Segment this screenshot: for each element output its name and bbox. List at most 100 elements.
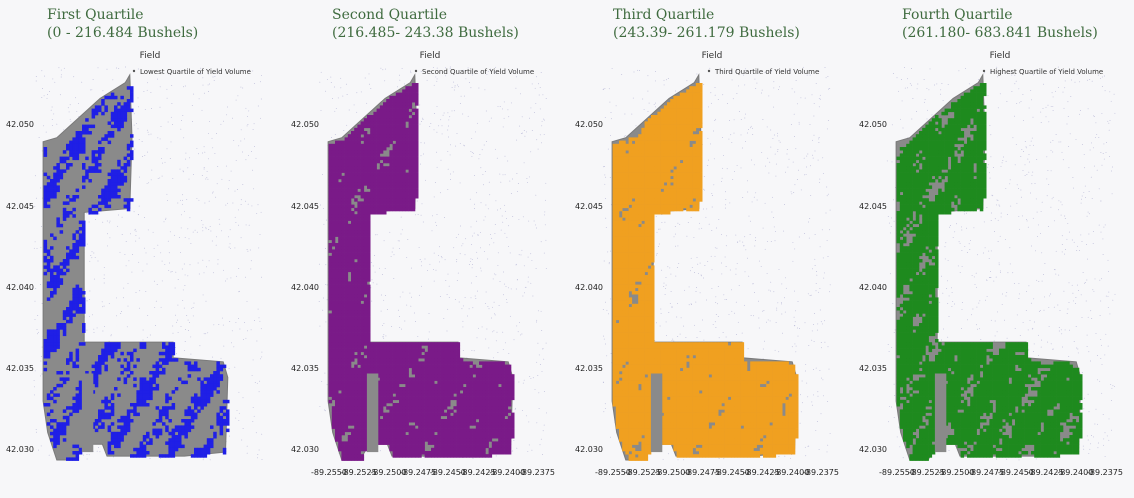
yield-point	[130, 403, 134, 407]
yield-point	[354, 207, 358, 212]
background-point	[144, 247, 145, 249]
yield-point	[98, 415, 102, 420]
yield-point	[472, 380, 477, 385]
yield-point	[386, 342, 390, 346]
background-point	[502, 174, 504, 176]
yield-point	[59, 172, 64, 177]
yield-point	[447, 377, 451, 381]
yield-point	[495, 367, 499, 372]
yield-point	[354, 303, 358, 308]
yield-point	[389, 166, 393, 170]
yield-point	[130, 150, 134, 154]
yield-point	[408, 377, 413, 381]
yield-point	[427, 374, 432, 378]
yield-point	[341, 332, 345, 337]
background-point	[399, 327, 401, 329]
yield-point	[386, 134, 390, 138]
background-point	[432, 215, 433, 217]
yield-point	[367, 265, 371, 269]
yield-point	[66, 422, 70, 426]
yield-point	[367, 198, 371, 202]
yield-point	[75, 348, 80, 353]
yield-point	[367, 355, 371, 359]
yield-point	[402, 131, 406, 135]
yield-point	[344, 326, 349, 330]
yield-point	[110, 412, 115, 417]
yield-point	[450, 348, 454, 353]
yield-point	[114, 444, 118, 449]
yield-point	[114, 342, 118, 346]
yield-point	[126, 409, 131, 413]
background-point	[379, 450, 381, 452]
background-point	[427, 338, 429, 340]
yield-point	[341, 348, 345, 353]
yield-point	[328, 201, 333, 205]
yield-point	[219, 374, 224, 378]
background-point	[240, 204, 242, 205]
yield-point	[184, 380, 188, 385]
background-point	[470, 282, 472, 284]
yield-point	[360, 195, 365, 199]
background-point	[84, 296, 86, 298]
background-point	[40, 284, 42, 285]
yield-point	[373, 131, 377, 135]
background-point	[185, 152, 187, 154]
yield-point	[344, 147, 349, 151]
background-point	[34, 175, 36, 177]
background-point	[513, 440, 515, 442]
yield-point	[338, 361, 342, 365]
yield-point	[392, 367, 397, 372]
background-point	[181, 120, 182, 122]
yield-point	[389, 153, 393, 157]
background-point	[493, 357, 494, 359]
background-point	[112, 79, 114, 81]
background-point	[545, 98, 547, 99]
yield-point	[379, 172, 384, 177]
yield-point	[360, 137, 365, 141]
yield-point	[415, 99, 419, 103]
yield-point	[104, 195, 108, 199]
yield-point	[66, 406, 70, 410]
yield-point	[367, 326, 371, 330]
background-point	[238, 318, 240, 319]
background-point	[428, 313, 430, 314]
yield-point	[142, 380, 147, 385]
yield-point	[351, 140, 355, 145]
yield-point	[328, 300, 333, 305]
yield-point	[344, 159, 349, 164]
background-point	[323, 207, 324, 209]
yield-point	[203, 444, 208, 449]
background-point	[436, 78, 438, 80]
yield-point	[411, 367, 416, 372]
background-point	[172, 124, 173, 126]
yield-point	[331, 182, 336, 186]
yield-point	[203, 447, 208, 452]
background-point	[183, 263, 185, 265]
yield-point	[104, 351, 108, 356]
yield-point	[383, 143, 387, 148]
yield-point	[363, 172, 368, 177]
yield-point	[415, 111, 419, 116]
yield-point	[335, 259, 339, 263]
yield-point	[130, 92, 134, 97]
yield-point	[392, 364, 397, 369]
background-point	[169, 262, 170, 264]
yield-point	[479, 383, 483, 388]
yield-point	[395, 207, 400, 212]
yield-point	[203, 387, 208, 391]
yield-point	[328, 332, 333, 337]
yield-point	[354, 371, 358, 375]
yield-point	[328, 169, 333, 173]
yield-point	[437, 371, 441, 375]
yield-point	[357, 159, 361, 164]
background-point	[325, 283, 327, 285]
background-point	[261, 356, 263, 358]
yield-point	[200, 393, 204, 397]
yield-point	[399, 140, 403, 145]
background-point	[530, 253, 532, 255]
yield-point	[383, 166, 387, 170]
yield-point	[411, 140, 416, 145]
background-point	[470, 70, 472, 72]
background-point	[446, 330, 448, 332]
yield-point	[335, 291, 339, 295]
